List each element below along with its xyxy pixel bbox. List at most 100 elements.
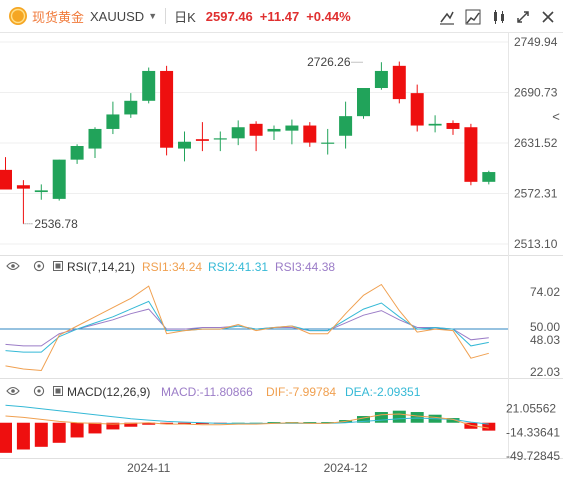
dea-line bbox=[5, 404, 489, 425]
macd-bar bbox=[124, 422, 138, 427]
indicator-tool-button[interactable] bbox=[463, 7, 483, 27]
candle bbox=[142, 67, 156, 104]
macd-bar bbox=[267, 422, 281, 424]
price-annotations: 2536.78 2726.26 bbox=[23, 55, 364, 231]
dea-value: DEA:-2.09351 bbox=[345, 385, 421, 399]
symbol-selector[interactable]: XAUUSD bbox=[90, 8, 145, 24]
chevron-left-icon[interactable]: < bbox=[552, 109, 560, 124]
visibility-eye-icon[interactable] bbox=[6, 386, 20, 396]
x-tick-label: 2024-11 bbox=[127, 461, 170, 475]
draw-icon bbox=[440, 11, 454, 25]
toggle-box-icon[interactable] bbox=[53, 261, 63, 271]
candle bbox=[267, 125, 281, 141]
macd-axis: 21.05562 -14.33641 -49.72845 bbox=[506, 402, 560, 463]
price-tick-label: 2690.73 bbox=[514, 86, 558, 100]
candle-body bbox=[160, 70, 174, 148]
macd-bar bbox=[374, 412, 388, 423]
candle bbox=[446, 120, 460, 135]
candle bbox=[52, 159, 66, 201]
compare-icon bbox=[494, 10, 504, 24]
settings-gear-icon[interactable] bbox=[33, 385, 45, 397]
macd-bar bbox=[142, 422, 156, 425]
macd-bar bbox=[195, 422, 209, 425]
candle-body bbox=[374, 70, 388, 89]
macd-bar bbox=[0, 422, 12, 453]
candle bbox=[357, 88, 370, 119]
rsi3-value: RSI3:44.38 bbox=[275, 260, 335, 274]
dif-line bbox=[5, 413, 489, 429]
fullscreen-button[interactable] bbox=[513, 7, 533, 27]
draw-tool-button[interactable] bbox=[437, 7, 457, 27]
candle bbox=[482, 170, 496, 185]
rsi-series bbox=[0, 283, 508, 372]
candle-body bbox=[410, 93, 424, 126]
candle-body bbox=[70, 146, 84, 160]
candle bbox=[249, 121, 263, 152]
macd-bar bbox=[52, 422, 66, 443]
candle-body bbox=[428, 123, 442, 126]
candle bbox=[374, 62, 388, 90]
price-change-percent: +0.44% bbox=[306, 8, 351, 24]
candle bbox=[195, 122, 209, 152]
macd-tick-label: -49.72845 bbox=[506, 449, 560, 463]
compare-tool-button[interactable] bbox=[489, 7, 509, 27]
macd-label: MACD(12,26,9) bbox=[67, 385, 150, 399]
chevron-down-icon[interactable]: ▼ bbox=[148, 11, 158, 21]
candle-body bbox=[34, 190, 48, 193]
rsi1-value: RSI1:34.24 bbox=[142, 260, 202, 274]
dif-value: DIF:-7.99784 bbox=[266, 385, 336, 399]
rsi-label: RSI(7,14,21) bbox=[67, 260, 135, 274]
macd-bar bbox=[446, 418, 460, 423]
rsi-header: RSI(7,14,21) RSI1:34.24 RSI2:41.31 RSI3:… bbox=[6, 260, 335, 274]
macd-bar bbox=[482, 422, 496, 431]
candle bbox=[34, 184, 48, 200]
close-button[interactable] bbox=[538, 7, 558, 27]
macd-bar bbox=[106, 422, 120, 430]
candle-body bbox=[124, 100, 138, 115]
candle bbox=[285, 119, 299, 145]
macd-value: MACD:-11.80866 bbox=[161, 385, 253, 399]
last-price: 2597.46 bbox=[205, 8, 253, 24]
candle bbox=[70, 144, 84, 164]
period-selector[interactable]: 日K bbox=[174, 9, 196, 25]
visibility-eye-icon[interactable] bbox=[6, 261, 20, 271]
price-tick-label: 2572.31 bbox=[514, 187, 558, 201]
candle bbox=[339, 101, 353, 149]
toggle-box-icon[interactable] bbox=[53, 386, 63, 396]
macd-bar bbox=[303, 422, 317, 424]
candle-body bbox=[464, 127, 478, 182]
rsi-tick-label: 22.03 bbox=[530, 365, 560, 379]
price-tick-label: 2513.10 bbox=[514, 237, 558, 251]
candle bbox=[464, 123, 478, 186]
candle-body bbox=[303, 125, 317, 143]
settings-gear-icon[interactable] bbox=[33, 260, 45, 272]
macd-bar bbox=[70, 422, 84, 438]
price-change: +11.47 bbox=[259, 8, 300, 24]
macd-header: MACD(12,26,9) MACD:-11.80866 DIF:-7.9978… bbox=[6, 385, 421, 399]
candle bbox=[0, 157, 12, 190]
macd-lines bbox=[5, 404, 489, 429]
candle bbox=[213, 131, 227, 152]
candle bbox=[88, 127, 102, 158]
divider bbox=[165, 8, 167, 24]
candle-body bbox=[321, 142, 335, 144]
x-axis: 2024-11 2024-12 bbox=[127, 461, 368, 475]
gold-logo-icon bbox=[9, 7, 27, 25]
close-icon bbox=[542, 11, 554, 23]
rsi-tick-label: 74.02 bbox=[530, 285, 560, 299]
candle-body bbox=[285, 125, 299, 131]
candle-body bbox=[106, 114, 120, 129]
rsi2-value: RSI2:41.31 bbox=[208, 260, 268, 274]
candle-body bbox=[88, 128, 102, 149]
candle bbox=[321, 128, 335, 155]
macd-tick-label: 21.05562 bbox=[506, 402, 556, 416]
chart-header: 现货黄金 XAUUSD ▼ 日K 2597.46 +11.47 +0.44% bbox=[0, 0, 563, 32]
candle bbox=[303, 122, 317, 147]
candle bbox=[231, 120, 245, 146]
candle bbox=[178, 131, 191, 162]
candle bbox=[392, 61, 406, 104]
candlestick-series bbox=[0, 61, 496, 224]
price-tick-label: 2631.52 bbox=[514, 136, 558, 150]
